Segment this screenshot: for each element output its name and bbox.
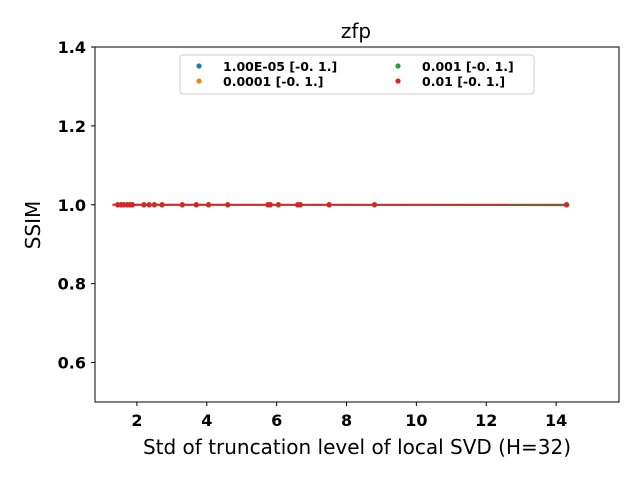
data-point-series-4 xyxy=(141,202,147,208)
data-point-series-4 xyxy=(371,202,378,208)
x-axis-label: Std of truncation level of local SVD (H=… xyxy=(143,435,571,459)
legend-label-series-4: 0.01 [-0. 1.] xyxy=(422,74,505,89)
x-tick-label: 10 xyxy=(405,411,427,430)
data-point-series-4 xyxy=(146,202,152,208)
data-point-series-4 xyxy=(564,202,570,208)
y-tick-label: 1.4 xyxy=(58,38,86,57)
data-point-series-4 xyxy=(275,202,281,208)
plot-frame xyxy=(94,46,620,403)
x-tick-label: 12 xyxy=(475,411,497,430)
data-point-series-4 xyxy=(129,202,135,208)
legend-marker-series-1 xyxy=(196,63,202,69)
data-point-series-4 xyxy=(205,202,212,208)
data-point-series-4 xyxy=(267,202,273,208)
y-tick-label: 0.8 xyxy=(58,275,86,294)
legend-label-series-2: 0.0001 [-0. 1.] xyxy=(223,74,323,89)
y-tick-label: 0.6 xyxy=(58,354,86,373)
legend-marker-series-4 xyxy=(395,78,401,84)
y-tick-label: 1.2 xyxy=(58,117,86,136)
legend-box xyxy=(179,54,535,95)
legend-marker-series-2 xyxy=(196,78,202,84)
legend: 1.00E-05 [-0. 1.]0.0001 [-0. 1.] 0.001 [-… xyxy=(179,54,535,95)
x-tick-label: 14 xyxy=(545,411,567,430)
legend-label-series-1: 1.00E-05 [-0. 1.] xyxy=(223,59,337,74)
legend-label-series-3: 0.001 [-0. 1.] xyxy=(422,59,514,74)
x-tick-label: 4 xyxy=(201,411,212,430)
x-tick-label: 8 xyxy=(341,411,352,430)
y-tick-label: 1.0 xyxy=(58,196,86,215)
data-point-series-4 xyxy=(193,202,199,208)
chart-title: zfp xyxy=(341,19,371,43)
data-point-series-4 xyxy=(179,202,185,208)
data-point-series-4 xyxy=(225,202,231,208)
x-tick-label: 2 xyxy=(131,411,142,430)
data-point-series-4 xyxy=(297,202,304,208)
data-point-series-4 xyxy=(151,202,157,208)
y-axis: 0.6 0.8 1.0 1.2 1.4 xyxy=(58,38,95,373)
x-tick-label: 6 xyxy=(271,411,282,430)
x-axis: 2 4 6 8 10 12 14 xyxy=(131,402,567,430)
legend-marker-series-3 xyxy=(395,63,401,69)
data-points xyxy=(115,202,570,208)
data-point-series-4 xyxy=(326,202,332,208)
data-point-series-4 xyxy=(159,202,165,208)
y-axis-label: SSIM xyxy=(21,201,45,250)
